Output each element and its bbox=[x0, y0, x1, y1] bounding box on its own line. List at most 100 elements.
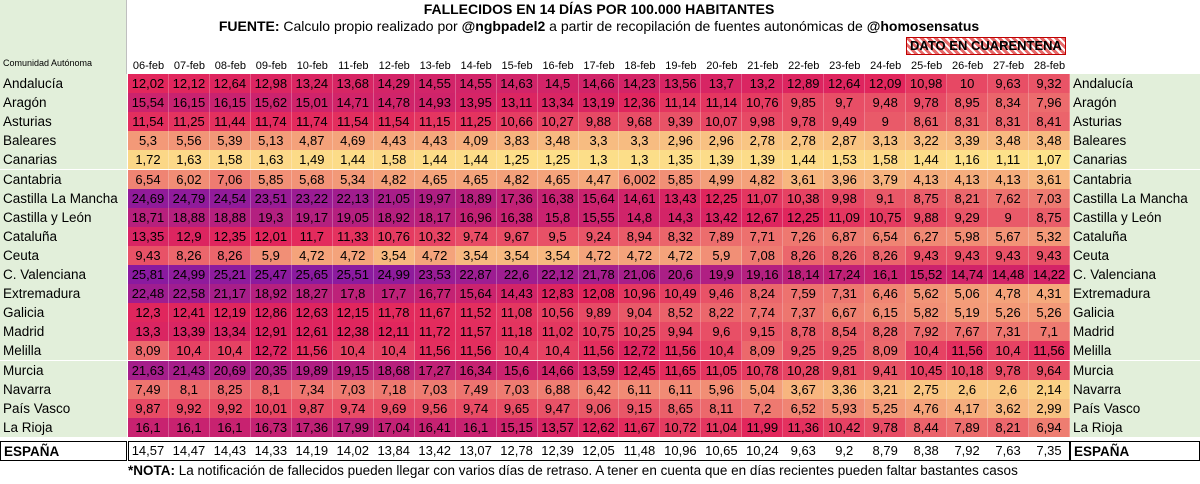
heatmap-cell: 15,62 bbox=[250, 93, 292, 113]
heatmap-cell: 15,6 bbox=[496, 360, 538, 380]
heatmap-cell: 19,3 bbox=[250, 207, 292, 227]
heatmap-cell: 6,54 bbox=[128, 169, 169, 189]
heatmap-cell: 9,46 bbox=[701, 284, 743, 304]
heatmap-cell: 12,72 bbox=[619, 341, 661, 361]
heatmap-cell: 9,98 bbox=[824, 188, 866, 208]
heatmap-cell: 24,54 bbox=[209, 188, 251, 208]
region-label-right: Murcia bbox=[1070, 360, 1200, 380]
heatmap-cell: 8,09 bbox=[742, 341, 784, 361]
table-row: Cantabria 6,54 6,02 7,06 5,85 5,68 5,34 4,82 4,6… bbox=[0, 169, 1200, 189]
region-label-left: Canarias bbox=[0, 150, 127, 170]
heatmap-cell: 9,65 bbox=[496, 398, 538, 418]
heatmap-cell: 19,15 bbox=[332, 360, 374, 380]
table-row: C. Valenciana 25,81 24,99 25,21 25,47 25,65 25… bbox=[0, 265, 1200, 284]
heatmap-cell: 10,38 bbox=[783, 188, 825, 208]
heatmap-cell: 6,11 bbox=[660, 379, 702, 399]
heatmap-cell: 3,54 bbox=[373, 245, 415, 265]
heatmap-cell: 6,42 bbox=[578, 379, 620, 399]
heatmap-cell: 11,56 bbox=[455, 341, 497, 361]
heatmap-cell: 6,27 bbox=[906, 226, 948, 246]
heatmap-cell: 9 bbox=[988, 207, 1030, 227]
heatmap-cell: 15,55 bbox=[578, 207, 620, 227]
heatmap-cell: 7,31 bbox=[824, 284, 866, 304]
heatmap-cell: 2,87 bbox=[824, 131, 866, 151]
region-column-label: Comunidad Autónoma bbox=[3, 58, 93, 68]
heatmap-cell: 11,52 bbox=[455, 303, 497, 323]
heatmap-cell: 3,79 bbox=[865, 169, 907, 189]
table-row: País Vasco 9,87 9,92 9,92 10,01 9,87 9,74 9,69 9… bbox=[0, 398, 1200, 418]
heatmap-cell: 18,68 bbox=[373, 360, 415, 380]
heatmap-cell: 9,87 bbox=[128, 398, 169, 418]
table-row: La Rioja 16,1 16,1 16,1 16,73 17,36 17,99 17,04… bbox=[0, 417, 1200, 437]
heatmap-cell: 5,96 bbox=[701, 379, 743, 399]
table-row: Extremadura 22,48 22,58 21,17 18,92 18,27 17,8… bbox=[0, 284, 1200, 304]
date-header: 07-feb bbox=[173, 60, 206, 72]
heatmap-cell: 10,75 bbox=[865, 207, 907, 227]
heatmap-cell: 20,69 bbox=[209, 360, 251, 380]
heatmap-cell: 4,76 bbox=[906, 398, 948, 418]
heatmap-cell: 17,99 bbox=[332, 417, 374, 437]
heatmap-cell: 12,83 bbox=[537, 284, 579, 304]
date-header: 06-feb bbox=[132, 60, 165, 72]
heatmap-cell: 4,87 bbox=[291, 131, 333, 151]
heatmap-cell: 11,08 bbox=[496, 303, 538, 323]
heatmap-cell: 11,56 bbox=[660, 341, 702, 361]
heatmap-cell: 11,36 bbox=[783, 417, 825, 437]
heatmap-cell: 8,75 bbox=[1029, 207, 1070, 227]
heatmap-cell: 7,63 bbox=[988, 441, 1030, 461]
heatmap-cell: 5,25 bbox=[865, 398, 907, 418]
heatmap-cell: 6,87 bbox=[824, 226, 866, 246]
heatmap-cell: 10,4 bbox=[373, 341, 415, 361]
heatmap-cell: 19,9 bbox=[701, 265, 743, 284]
table-row: Castilla La Mancha 24,69 24,79 24,54 23,51 23… bbox=[0, 188, 1200, 208]
heatmap-cell: 16,34 bbox=[455, 360, 497, 380]
date-header: 17-feb bbox=[583, 60, 615, 72]
heatmap-cell: 8,09 bbox=[128, 341, 169, 361]
heatmap-cell: 11,56 bbox=[578, 341, 620, 361]
heatmap-cell: 4,82 bbox=[742, 169, 784, 189]
heatmap-cell: 3,54 bbox=[537, 245, 579, 265]
heatmap-cell: 17,8 bbox=[332, 284, 374, 304]
heatmap-cell: 8,24 bbox=[742, 284, 784, 304]
heatmap-cell: 4,69 bbox=[332, 131, 374, 151]
heatmap-cell: 12,39 bbox=[537, 441, 579, 461]
heatmap-cell: 10,24 bbox=[742, 441, 784, 461]
heatmap-cell: 19,97 bbox=[414, 188, 456, 208]
heatmap-cell: 9,74 bbox=[455, 398, 497, 418]
heatmap-cell: 1,58 bbox=[209, 150, 251, 170]
region-label-right: Andalucía bbox=[1070, 74, 1200, 93]
heatmap-cell: 9,15 bbox=[742, 322, 784, 342]
heatmap-cell: 9,7 bbox=[824, 93, 866, 113]
table-row: Canarias 1,72 1,63 1,58 1,63 1,49 1,44 1,58 1,44… bbox=[0, 150, 1200, 170]
heatmap-cell: 20,35 bbox=[250, 360, 292, 380]
heatmap-cell: 10,28 bbox=[783, 360, 825, 380]
heatmap-cell: 8,1 bbox=[250, 379, 292, 399]
heatmap-cell: 14,22 bbox=[1029, 265, 1070, 284]
heatmap-cell: 1,35 bbox=[660, 150, 702, 170]
heatmap-cell: 10,32 bbox=[414, 226, 456, 246]
region-label-left: Castilla La Mancha bbox=[0, 188, 127, 208]
footnote-prefix: *NOTA: bbox=[128, 463, 175, 478]
heatmap-cell: 9,04 bbox=[619, 303, 661, 323]
heatmap-cell: 11,14 bbox=[701, 93, 743, 113]
heatmap-cell: 18,92 bbox=[250, 284, 292, 304]
heatmap-cell: 5,85 bbox=[250, 169, 292, 189]
heatmap-cell: 18,17 bbox=[414, 207, 456, 227]
heatmap-cell: 10,45 bbox=[906, 360, 948, 380]
heatmap-cell: 8,95 bbox=[947, 93, 989, 113]
heatmap-cell: 15,52 bbox=[906, 265, 948, 284]
heatmap-cell: 6,88 bbox=[537, 379, 579, 399]
heatmap-cell: 8,26 bbox=[783, 245, 825, 265]
heatmap-cell: 7,03 bbox=[496, 379, 538, 399]
heatmap-cell: 19,05 bbox=[332, 207, 374, 227]
heatmap-cell: 10,75 bbox=[578, 322, 620, 342]
heatmap-cell: 16,15 bbox=[168, 93, 210, 113]
heatmap-cell: 14,63 bbox=[496, 74, 538, 93]
table-row: Madrid 13,3 13,39 13,34 12,91 12,61 12,38 12,11… bbox=[0, 322, 1200, 342]
heatmap-cell: 9,29 bbox=[947, 207, 989, 227]
region-label-left: Madrid bbox=[0, 322, 127, 342]
heatmap-cell: 1,49 bbox=[291, 150, 333, 170]
region-label-right: País Vasco bbox=[1070, 398, 1200, 418]
heatmap-cell: 12,15 bbox=[332, 303, 374, 323]
heatmap-cell: 14,29 bbox=[373, 74, 415, 93]
